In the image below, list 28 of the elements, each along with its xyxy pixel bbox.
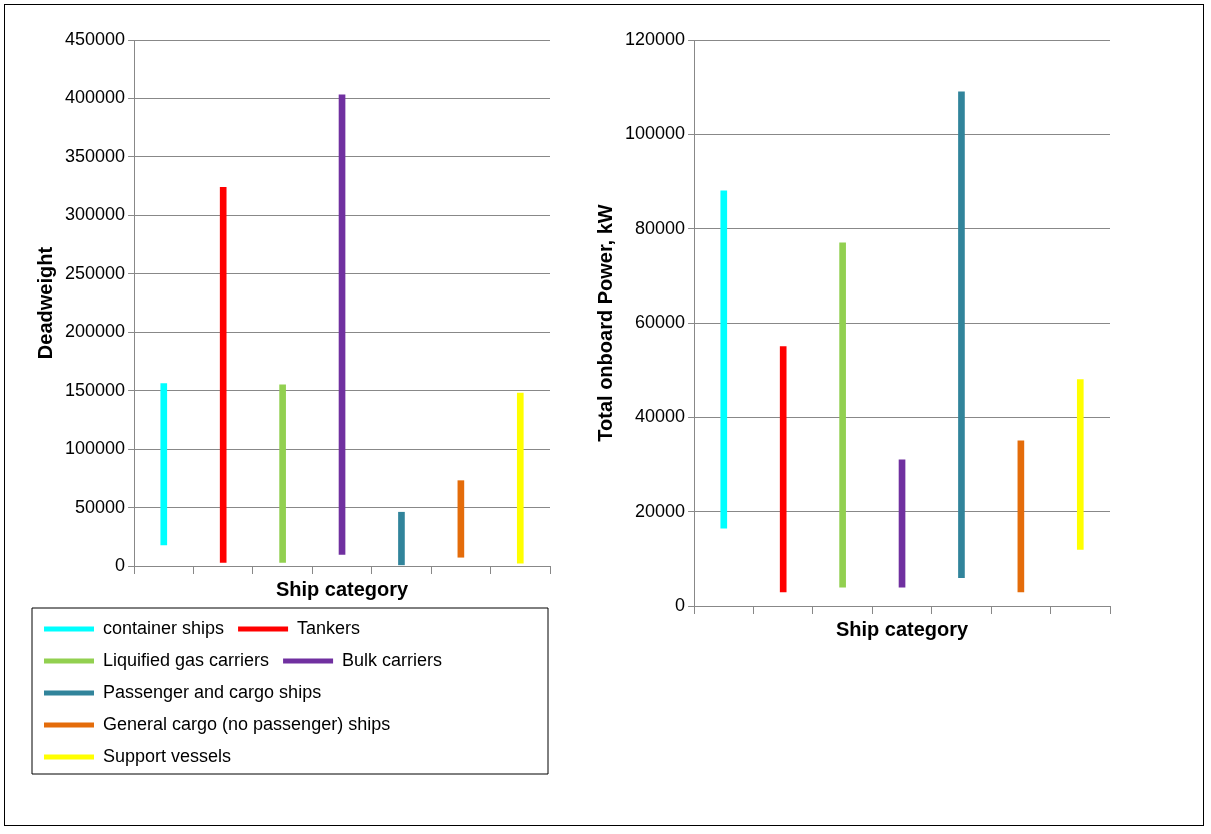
y-tick-label: 20000 (635, 500, 686, 521)
legend-label: Tankers (297, 617, 361, 638)
x-axis-title: Ship category (275, 577, 410, 600)
legend-label: Bulk carriers (342, 649, 443, 670)
y-tick-label: 100000 (64, 438, 126, 459)
y-tick-label: 0 (675, 594, 686, 615)
y-tick-label: 40000 (635, 406, 686, 427)
legend-label: General cargo (no passenger) ships (103, 713, 391, 734)
y-tick-label: 200000 (64, 321, 126, 342)
legend-label: Passenger and cargo ships (103, 681, 322, 702)
y-tick-label: 400000 (64, 87, 126, 108)
y-tick-label: 60000 (635, 311, 686, 332)
y-tick-label: 300000 (64, 204, 126, 225)
legend-label: container ships (103, 617, 225, 638)
legend-label: Support vessels (103, 745, 232, 766)
y-tick-label: 250000 (64, 262, 126, 283)
legend-label: Liquified gas carriers (103, 649, 270, 670)
y-tick-label: 150000 (64, 379, 126, 400)
y-tick-label: 50000 (75, 496, 126, 517)
y-tick-label: 0 (115, 554, 126, 575)
y-axis-title: Total onboard Power, kW (593, 204, 616, 442)
x-axis-title: Ship category (835, 617, 970, 640)
y-axis-title: Deadweight (33, 246, 56, 360)
y-tick-label: 450000 (64, 28, 126, 49)
y-tick-label: 120000 (624, 28, 686, 49)
y-tick-label: 350000 (64, 145, 126, 166)
y-tick-label: 80000 (635, 217, 686, 238)
y-tick-label: 100000 (624, 123, 686, 144)
